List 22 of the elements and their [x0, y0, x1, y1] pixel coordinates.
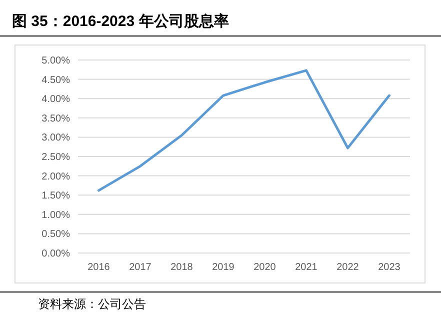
x-tick-label: 2018: [170, 262, 194, 273]
x-tick-label: 2020: [254, 262, 276, 273]
chart-title: 图 35：2016-2023 年公司股息率: [12, 12, 229, 30]
y-tick-label: 1.50%: [42, 190, 70, 202]
x-tick-label: 2023: [378, 262, 401, 273]
y-tick-label: 5.00%: [42, 56, 70, 66]
x-tick-label: 2022: [336, 262, 360, 273]
line-series: [98, 69, 390, 192]
y-tick-label: 0.00%: [42, 248, 70, 260]
x-tick-label: 2016: [88, 262, 110, 273]
y-tick-label: 3.00%: [42, 132, 70, 144]
y-tick-label: 2.00%: [42, 171, 70, 182]
y-tick-label: 4.50%: [42, 74, 70, 86]
x-tick-label: 2021: [295, 262, 318, 273]
y-tick-label: 3.50%: [42, 113, 70, 124]
y-tick-label: 0.50%: [42, 229, 70, 240]
y-tick-label: 2.50%: [42, 152, 70, 163]
x-tick-label: 2019: [212, 262, 235, 273]
x-tick-label: 2017: [129, 262, 152, 273]
y-tick-label: 1.00%: [42, 210, 70, 221]
y-tick-label: 4.00%: [42, 94, 70, 106]
text: 资料来源：公司公告: [38, 297, 146, 311]
